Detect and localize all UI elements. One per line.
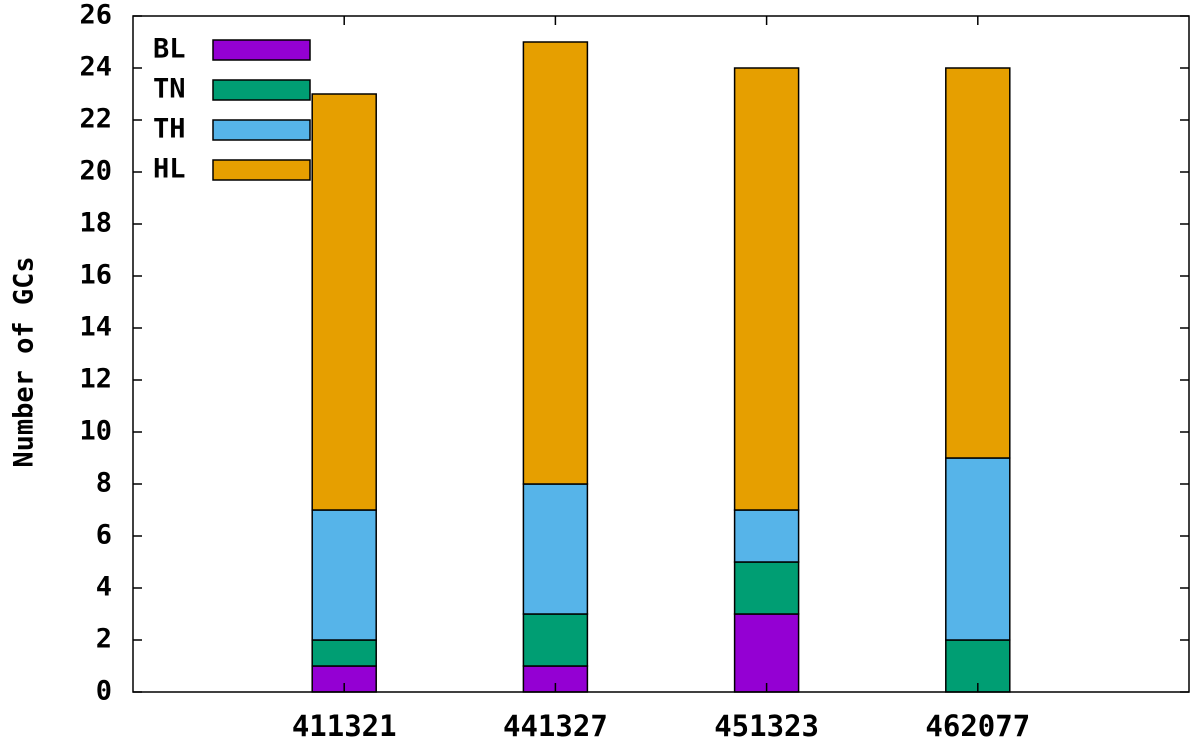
bar-hl-462077	[945, 67, 1011, 459]
y-tick-label: 10	[79, 416, 112, 447]
bar-th-451323	[733, 509, 800, 563]
y-tick-label: 0	[96, 676, 112, 707]
x-tick-label: 462077	[925, 709, 1030, 743]
y-tick-label: 12	[79, 364, 112, 395]
plot-frame	[132, 15, 1190, 693]
bar-th-411321	[311, 509, 377, 641]
y-tick-label: 22	[79, 104, 112, 135]
bar-bl-451323	[733, 613, 800, 693]
legend-label-th: TH	[153, 114, 186, 145]
bar-hl-441327	[522, 41, 589, 485]
bar-tn-411321	[311, 639, 377, 667]
x-tick-label: 411321	[292, 709, 397, 743]
y-tick-label: 16	[79, 260, 112, 291]
y-tick-label: 20	[79, 156, 112, 187]
y-tick-label: 14	[79, 312, 112, 343]
y-tick-label: 2	[96, 624, 112, 655]
x-tick-label: 451323	[714, 709, 819, 743]
y-tick-label: 4	[96, 572, 112, 603]
y-axis-label: Number of GCs	[9, 256, 40, 467]
legend-swatch-th	[212, 119, 311, 141]
legend-swatch-tn	[212, 79, 311, 101]
bar-tn-441327	[522, 613, 589, 667]
y-tick-label: 24	[79, 52, 112, 83]
y-tick-label: 18	[79, 208, 112, 239]
bar-tn-451323	[733, 561, 800, 615]
bar-hl-411321	[311, 93, 377, 511]
y-tick-label: 6	[96, 520, 112, 551]
y-tick-label: 26	[79, 0, 112, 31]
legend-label-bl: BL	[153, 34, 186, 65]
bar-th-441327	[522, 483, 589, 615]
legend-label-hl: HL	[153, 154, 186, 185]
x-tick-label: 441327	[503, 709, 608, 743]
bar-hl-451323	[733, 67, 800, 511]
bars-layer	[311, 41, 1011, 693]
bar-th-462077	[945, 457, 1011, 641]
legend-label-tn: TN	[153, 74, 186, 105]
legend-swatch-bl	[212, 39, 311, 61]
y-tick-label: 8	[96, 468, 112, 499]
legend: BL TN TH HL	[153, 34, 311, 185]
legend-swatch-hl	[212, 159, 311, 181]
